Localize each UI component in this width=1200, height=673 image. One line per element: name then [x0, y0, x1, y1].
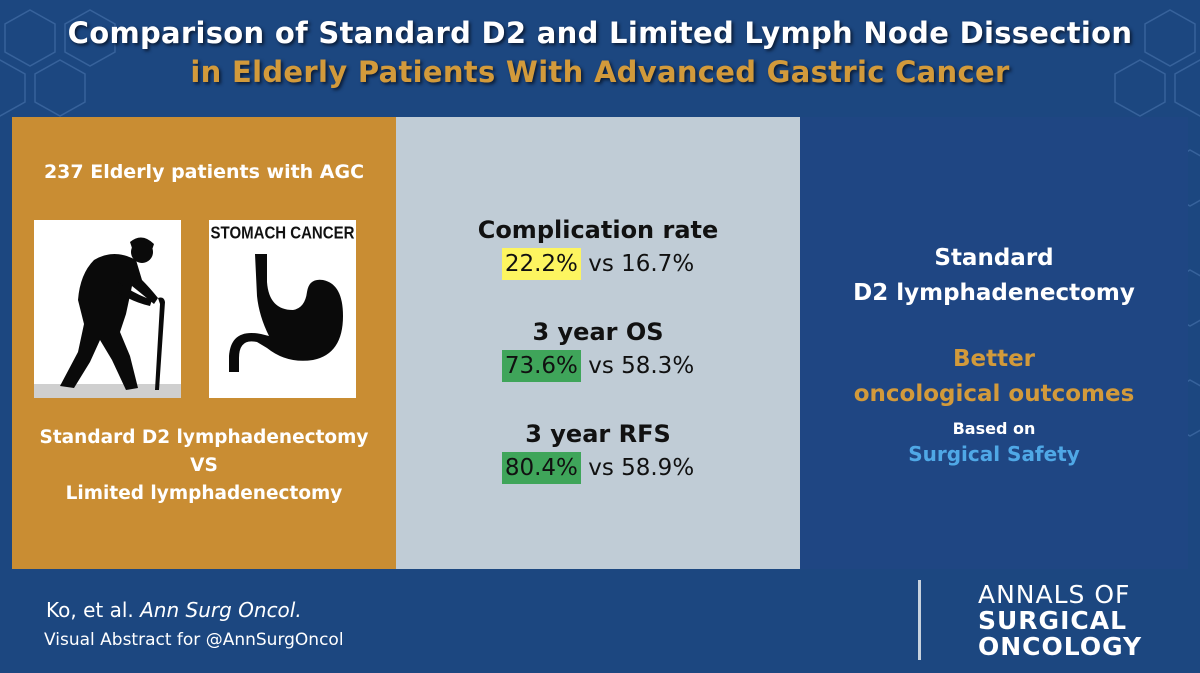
stat-highlight-value: 22.2%	[501, 248, 581, 280]
logo-surgical: SURGICAL	[978, 606, 1128, 635]
elderly-patient-image	[34, 220, 181, 398]
logo-oncology: ONCOLOGY	[978, 632, 1143, 661]
stomach-cancer-image: STOMACH CANCER	[209, 220, 356, 398]
conclusion-better: Better	[952, 346, 1036, 372]
outcomes-panel: Complication rate 22.2% vs 16.7% 3 year …	[396, 117, 800, 569]
elderly-person-with-cane-icon	[34, 237, 181, 398]
footer-divider	[918, 580, 921, 660]
citation-authors: Ko, et al.	[46, 598, 141, 622]
stat-3-year-os: 3 year OS 73.6% vs 58.3%	[396, 317, 800, 382]
conclusion-surgical-safety: Surgical Safety	[908, 442, 1080, 466]
conclusion-d2-lymphadenectomy: D2 lymphadenectomy	[853, 280, 1135, 306]
study-population-panel: 237 Elderly patients with AGC STOMACH CA…	[12, 117, 396, 569]
conclusion-standard: Standard	[934, 245, 1054, 271]
population-heading: 237 Elderly patients with AGC	[43, 161, 365, 183]
visual-abstract-credit: Visual Abstract for @AnnSurgOncol	[44, 630, 344, 650]
stat-title: 3 year RFS	[525, 420, 671, 448]
stat-values: 80.4% vs 58.9%	[396, 452, 800, 484]
stat-highlight-value: 73.6%	[501, 350, 581, 382]
content-panels: 237 Elderly patients with AGC STOMACH CA…	[12, 117, 1188, 569]
stat-values: 73.6% vs 58.3%	[396, 350, 800, 382]
stat-comparison-value: vs 58.3%	[580, 353, 695, 379]
conclusion-based-on: Based on	[952, 419, 1036, 438]
stat-3-year-rfs: 3 year RFS 80.4% vs 58.9%	[396, 419, 800, 484]
citation-journal: Ann Surg Oncol.	[140, 598, 302, 622]
comparison-limited: Limited lymphadenectomy	[65, 483, 343, 504]
stat-highlight-value: 80.4%	[501, 452, 581, 484]
conclusion-panel: Standard D2 lymphadenectomy Better oncol…	[800, 117, 1188, 569]
comparison-standard: Standard D2 lymphadenectomy	[39, 427, 369, 448]
stat-comparison-value: vs 16.7%	[580, 251, 695, 277]
logo-annals-of: ANNALS OF	[978, 580, 1131, 609]
page-title: Comparison of Standard D2 and Limited Ly…	[67, 16, 1133, 50]
comparison-vs: VS	[190, 455, 218, 476]
stat-title: Complication rate	[477, 216, 719, 244]
stomach-icon	[229, 254, 343, 372]
page-subtitle: in Elderly Patients With Advanced Gastri…	[190, 55, 1010, 89]
stat-comparison-value: vs 58.9%	[580, 455, 695, 481]
comparison-text: Standard D2 lymphadenectomy VS Limited l…	[12, 424, 396, 508]
stat-values: 22.2% vs 16.7%	[396, 248, 800, 280]
conclusion-oncological-outcomes: oncological outcomes	[853, 381, 1135, 407]
stomach-cancer-label: STOMACH CANCER	[210, 223, 355, 244]
stat-title: 3 year OS	[532, 318, 664, 346]
citation: Ko, et al. Ann Surg Oncol.	[46, 598, 302, 622]
stat-complication-rate: Complication rate 22.2% vs 16.7%	[396, 215, 800, 280]
